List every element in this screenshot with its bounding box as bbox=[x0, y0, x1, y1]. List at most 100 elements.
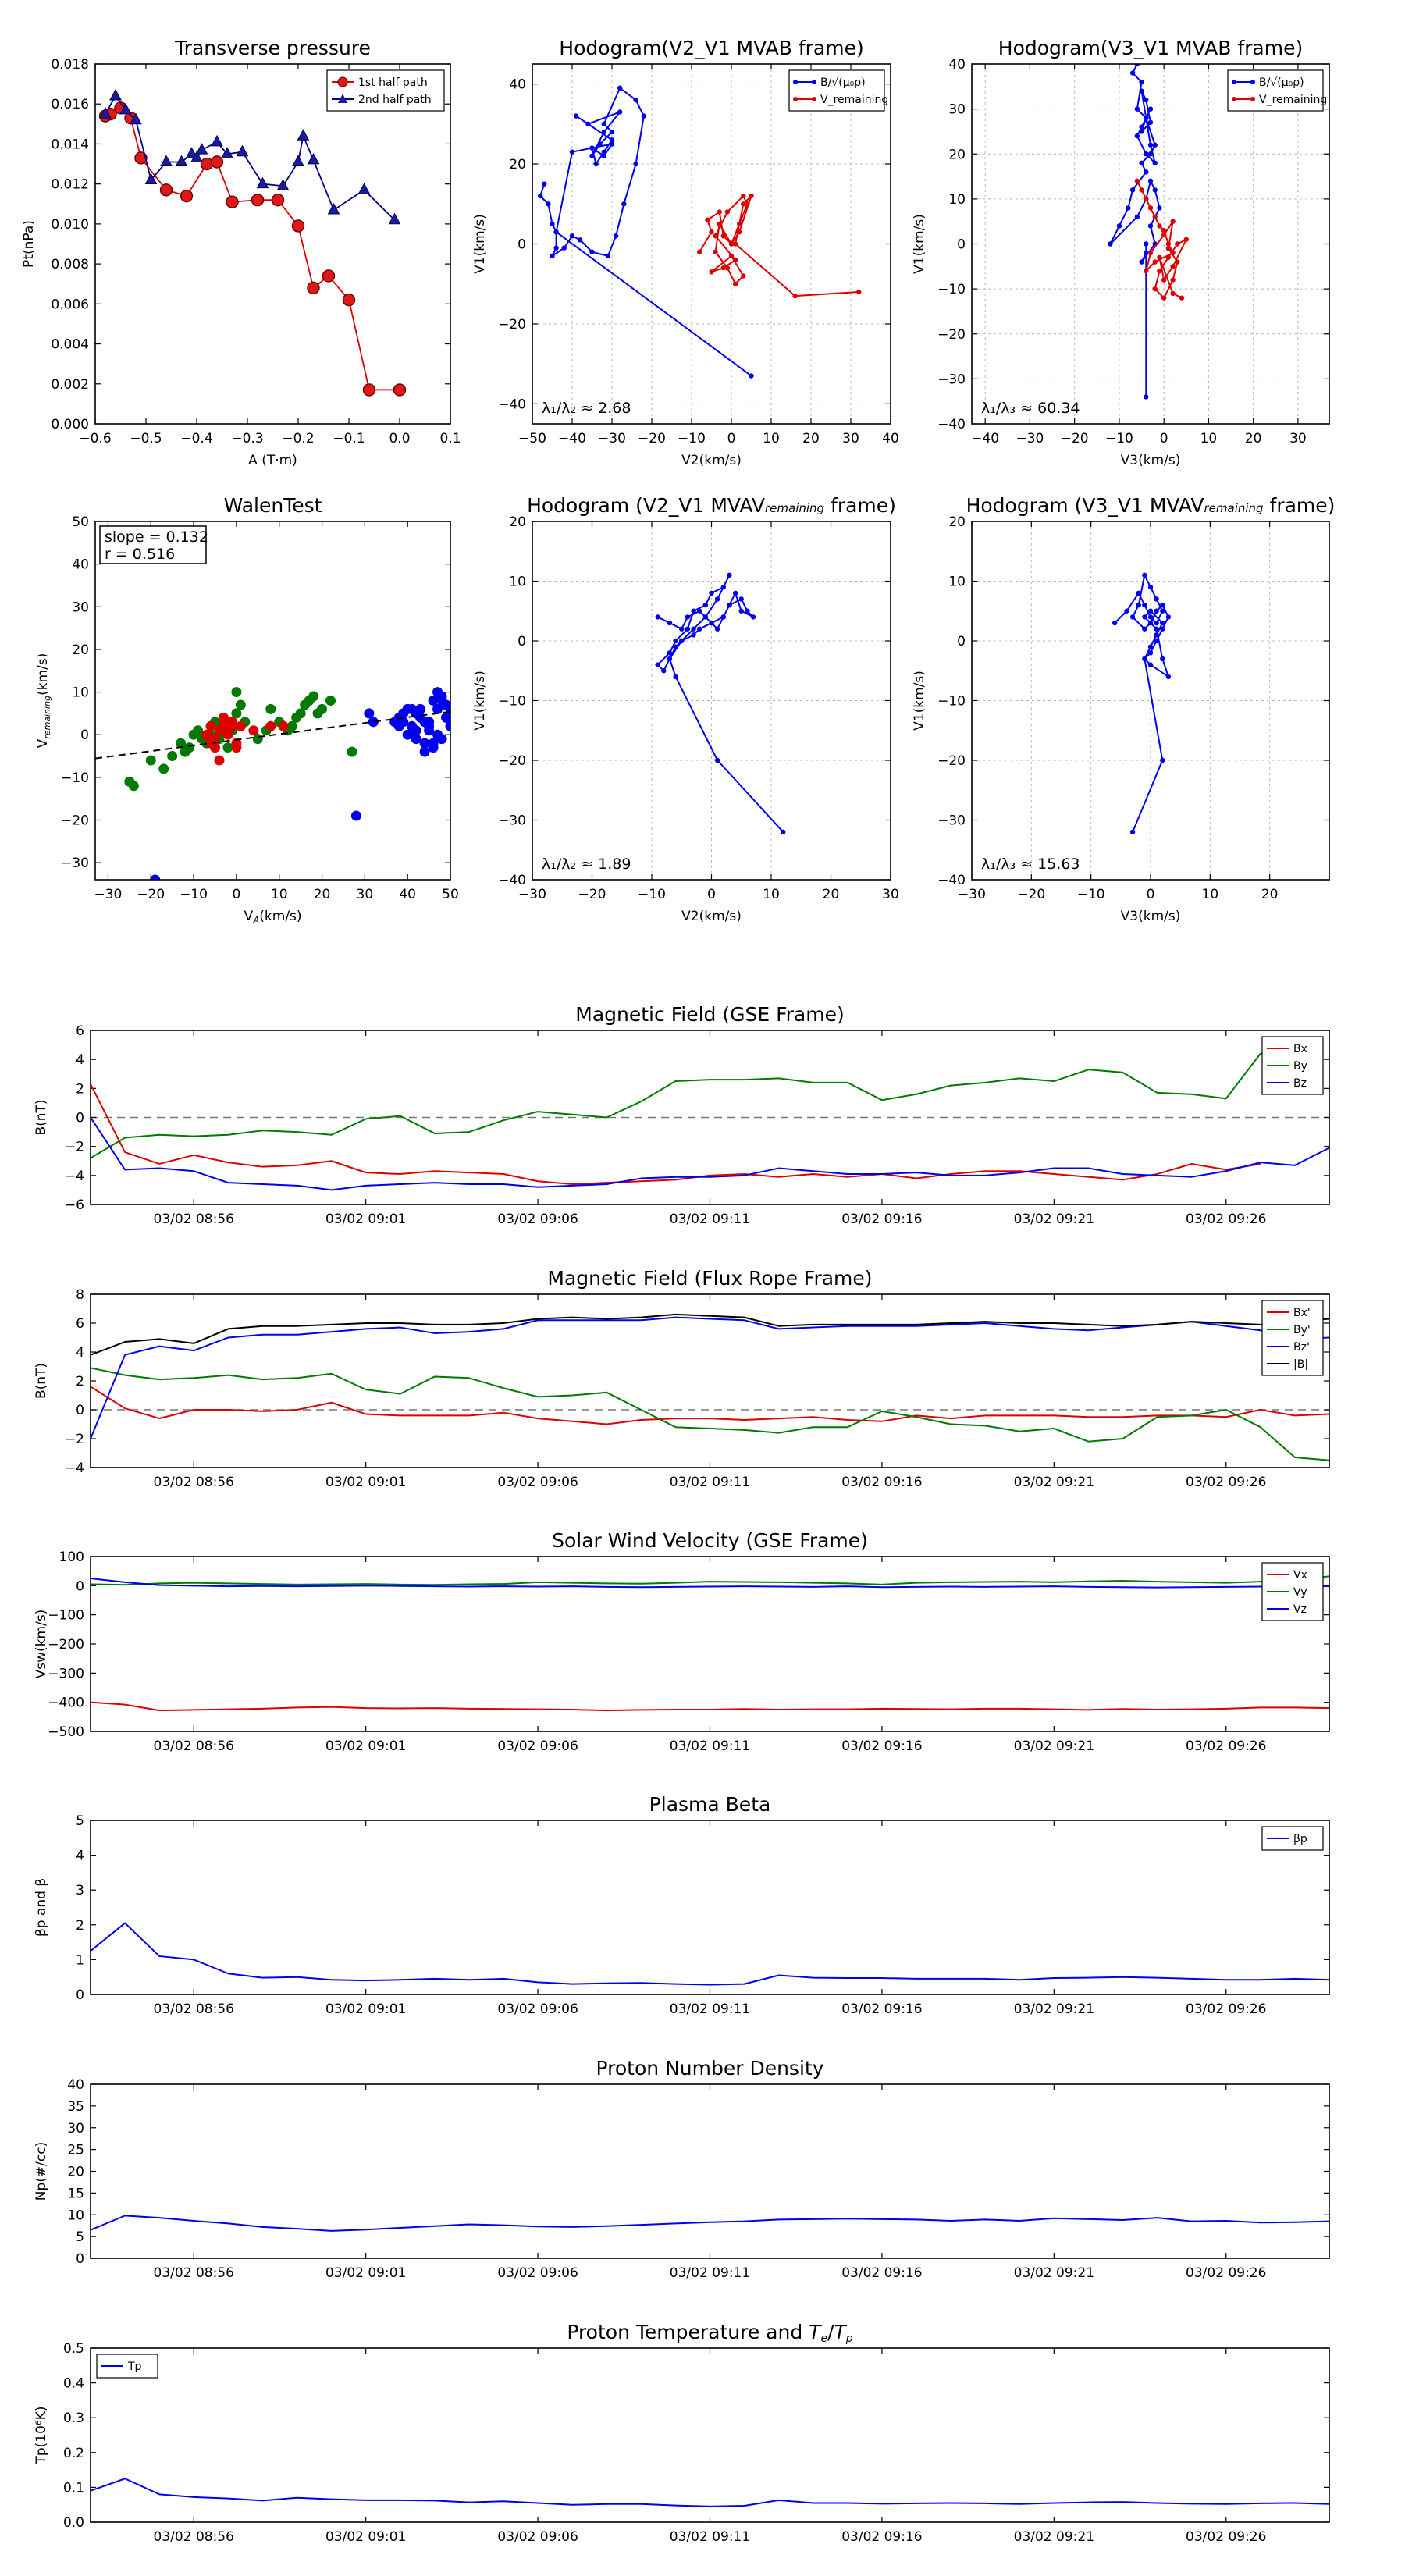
tick-label-x: −30 bbox=[518, 887, 546, 902]
series-line-Tp bbox=[91, 2478, 1329, 2507]
tick-label-y: 40 bbox=[948, 57, 966, 73]
tick-label-x: 03/02 09:21 bbox=[1014, 1212, 1094, 1227]
legend-label: B/√(μ₀ρ) bbox=[820, 76, 866, 89]
tick-label-y: 40 bbox=[509, 77, 526, 93]
data-point bbox=[1160, 602, 1165, 608]
data-point bbox=[1154, 632, 1159, 638]
data-point bbox=[714, 757, 720, 763]
legend-label: 2nd half path bbox=[358, 94, 432, 106]
data-point bbox=[1152, 286, 1158, 292]
axes-frame bbox=[532, 63, 891, 425]
data-point bbox=[180, 189, 194, 203]
tick-label-x: 03/02 09:06 bbox=[497, 2001, 578, 2017]
data-point bbox=[745, 608, 750, 614]
tick-label-y: 0.018 bbox=[51, 57, 89, 73]
series-line-2nd half path bbox=[105, 95, 396, 221]
data-point bbox=[709, 620, 714, 626]
tick-label-x: −40 bbox=[558, 431, 586, 447]
data-point bbox=[713, 249, 718, 254]
data-point bbox=[709, 269, 714, 275]
tick-label-y: 100 bbox=[59, 1550, 84, 1565]
data-point bbox=[235, 699, 246, 710]
x-axis-label: VA(km/s) bbox=[244, 909, 301, 926]
tick-label-y: 4 bbox=[76, 1848, 84, 1864]
series-line-Bz' bbox=[91, 1316, 1329, 1439]
tick-label-y: 40 bbox=[67, 2077, 84, 2093]
data-point bbox=[1144, 115, 1149, 121]
data-point bbox=[597, 141, 603, 147]
tick-label-x: 03/02 09:21 bbox=[1014, 2265, 1094, 2281]
tick-label-y: −200 bbox=[48, 1637, 84, 1653]
tick-label-y: −30 bbox=[937, 372, 966, 387]
y-sub: remaining bbox=[42, 696, 52, 739]
chart-h3: Hodogram (V2_V1 MVAVremaining frame)−30−… bbox=[472, 494, 899, 924]
data-point bbox=[617, 109, 623, 115]
tick-label-x: −30 bbox=[94, 887, 123, 902]
data-point bbox=[1144, 250, 1149, 256]
tick-label-x: 03/02 08:56 bbox=[154, 2001, 234, 2017]
data-point bbox=[130, 112, 142, 125]
title-te-sub: e bbox=[820, 2332, 827, 2345]
data-point bbox=[741, 273, 746, 279]
data-point bbox=[1112, 620, 1118, 626]
data-point bbox=[667, 656, 673, 662]
tick-label-x: −20 bbox=[578, 887, 606, 902]
data-point bbox=[195, 143, 208, 155]
tick-label-y: 0.012 bbox=[51, 177, 89, 193]
tick-label-x: 03/02 09:01 bbox=[325, 2001, 406, 2017]
tick-label-y: 10 bbox=[948, 192, 966, 208]
data-point bbox=[145, 755, 156, 766]
tick-label-y: 0 bbox=[76, 1987, 84, 2003]
chart-title: Plasma Beta bbox=[649, 1793, 771, 1816]
tick-label-x: −10 bbox=[678, 431, 706, 447]
tick-label-x: 03/02 09:11 bbox=[670, 2265, 750, 2281]
legend-marker bbox=[812, 80, 816, 84]
tick-label-y: 10 bbox=[948, 575, 966, 590]
chart-title: Proton Number Density bbox=[596, 2057, 824, 2080]
data-point bbox=[1144, 196, 1149, 202]
series-line-Bx' bbox=[91, 1386, 1329, 1425]
axes-frame bbox=[90, 1556, 1330, 1732]
data-point bbox=[1144, 151, 1149, 157]
tick-label-x: 0 bbox=[232, 887, 240, 902]
tick-label-y: 20 bbox=[72, 642, 89, 658]
tick-label-y: 2 bbox=[76, 1081, 84, 1097]
data-point bbox=[1147, 662, 1154, 667]
legend-marker bbox=[793, 97, 798, 101]
tick-label-y: 1 bbox=[76, 1952, 84, 1968]
chart-title: Magnetic Field (Flux Rope Frame) bbox=[547, 1267, 872, 1290]
chart-title: Hodogram (V3_V1 MVAVremaining frame) bbox=[966, 494, 1336, 517]
data-point bbox=[661, 668, 667, 674]
data-point bbox=[697, 626, 702, 632]
data-point bbox=[1144, 394, 1149, 400]
y-axis-label: B(nT) bbox=[34, 1363, 49, 1399]
x-axis-label: V2(km/s) bbox=[681, 909, 742, 924]
tick-label-y: −100 bbox=[48, 1608, 84, 1624]
data-point bbox=[609, 141, 615, 147]
data-point bbox=[673, 674, 678, 680]
data-point bbox=[737, 229, 742, 235]
tick-label-x: 03/02 08:56 bbox=[154, 1738, 234, 1754]
data-point bbox=[727, 602, 732, 608]
series-line-Np bbox=[91, 2215, 1329, 2232]
data-point bbox=[236, 144, 249, 157]
x-sub: A bbox=[252, 915, 259, 926]
data-point bbox=[1165, 254, 1172, 260]
chart-title: Transverse pressure bbox=[174, 37, 371, 59]
axes-frame bbox=[90, 1820, 1330, 1995]
data-point bbox=[613, 233, 619, 239]
tick-label-x: 03/02 09:21 bbox=[1014, 1475, 1094, 1490]
data-point bbox=[732, 590, 738, 596]
x-axis-label: V2(km/s) bbox=[681, 453, 742, 468]
tick-label-x: −0.2 bbox=[282, 431, 314, 447]
tick-label-x: −20 bbox=[638, 431, 666, 447]
plot-area bbox=[1108, 64, 1190, 400]
data-point bbox=[201, 729, 212, 740]
tick-label-y: 0.5 bbox=[63, 2341, 84, 2357]
data-point bbox=[327, 202, 340, 215]
data-point bbox=[1160, 608, 1165, 614]
plot-area bbox=[538, 85, 862, 379]
data-point bbox=[1165, 241, 1172, 247]
legend-label: Vx bbox=[1293, 1569, 1307, 1582]
